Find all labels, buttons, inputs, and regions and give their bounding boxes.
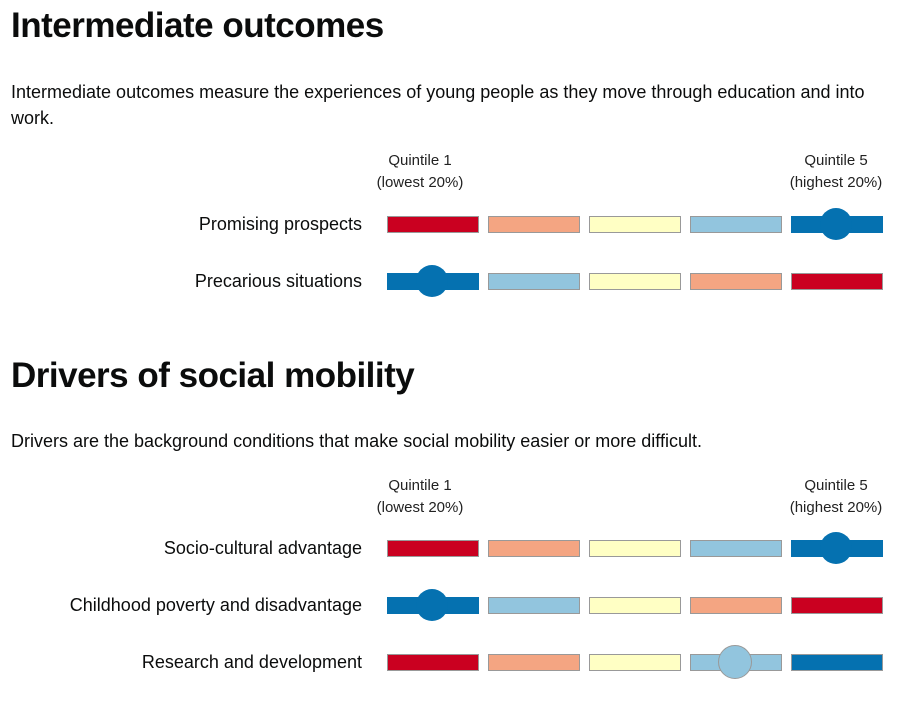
quintile-segment-5 bbox=[791, 208, 883, 240]
quintile-segment-2 bbox=[488, 597, 580, 614]
row-label: Precarious situations bbox=[194, 271, 362, 291]
quintile-high-sub: (highest 20%) bbox=[789, 499, 883, 516]
quintile-low-title: Quintile 1 bbox=[388, 477, 452, 494]
quintile-segment-5 bbox=[791, 532, 883, 564]
row-label: Childhood poverty and disadvantage bbox=[69, 595, 362, 615]
quintile-segment-1 bbox=[387, 654, 479, 671]
row-label: Promising prospects bbox=[198, 214, 362, 234]
quintile-marker bbox=[416, 265, 448, 297]
quintile-low-sub: (lowest 20%) bbox=[376, 174, 464, 191]
quintile-high-sub: (highest 20%) bbox=[789, 174, 883, 191]
section-title: Drivers of social mobility bbox=[11, 356, 415, 395]
section-description: Drivers are the background conditions th… bbox=[11, 431, 702, 451]
quintile-marker bbox=[718, 645, 752, 679]
section-title: Intermediate outcomes bbox=[11, 6, 384, 45]
quintile-segment-2 bbox=[488, 216, 580, 233]
quintile-segment-3 bbox=[589, 216, 681, 233]
quintile-segment-4 bbox=[690, 540, 782, 557]
quintile-segment-2 bbox=[488, 654, 580, 671]
row-label: Socio-cultural advantage bbox=[163, 538, 362, 558]
quintile-segment-1 bbox=[387, 540, 479, 557]
quintile-segment-4 bbox=[690, 597, 782, 614]
quintile-marker bbox=[416, 589, 448, 621]
quintile-segment-2 bbox=[488, 273, 580, 290]
quintile-segment-5 bbox=[791, 273, 883, 290]
quintile-segment-5 bbox=[791, 597, 883, 614]
quintile-high-label: Quintile 5 (highest 20%) bbox=[766, 475, 899, 519]
quintile-segment-3 bbox=[589, 597, 681, 614]
row-label: Research and development bbox=[141, 652, 362, 672]
quintile-segment-5 bbox=[791, 654, 883, 671]
quintile-marker bbox=[820, 208, 852, 240]
quintile-high-title: Quintile 5 bbox=[804, 477, 868, 494]
quintile-segment-3 bbox=[589, 273, 681, 290]
quintile-low-sub: (lowest 20%) bbox=[376, 499, 464, 516]
quintile-low-label: Quintile 1 (lowest 20%) bbox=[350, 475, 490, 519]
quintile-segment-2 bbox=[488, 540, 580, 557]
quintile-segment-4 bbox=[690, 216, 782, 233]
quintile-segment-1 bbox=[387, 265, 479, 297]
quintile-high-title: Quintile 5 bbox=[804, 152, 868, 169]
quintile-low-title: Quintile 1 bbox=[388, 152, 452, 169]
quintile-high-label: Quintile 5 (highest 20%) bbox=[766, 150, 899, 194]
section-description: Intermediate outcomes measure the experi… bbox=[11, 82, 865, 128]
quintile-low-label: Quintile 1 (lowest 20%) bbox=[350, 150, 490, 194]
quintile-segment-3 bbox=[589, 654, 681, 671]
quintile-segment-1 bbox=[387, 216, 479, 233]
quintile-segment-1 bbox=[387, 589, 479, 621]
quintile-segment-4 bbox=[690, 645, 782, 679]
quintile-segment-4 bbox=[690, 273, 782, 290]
quintile-segment-3 bbox=[589, 540, 681, 557]
quintile-marker bbox=[820, 532, 852, 564]
